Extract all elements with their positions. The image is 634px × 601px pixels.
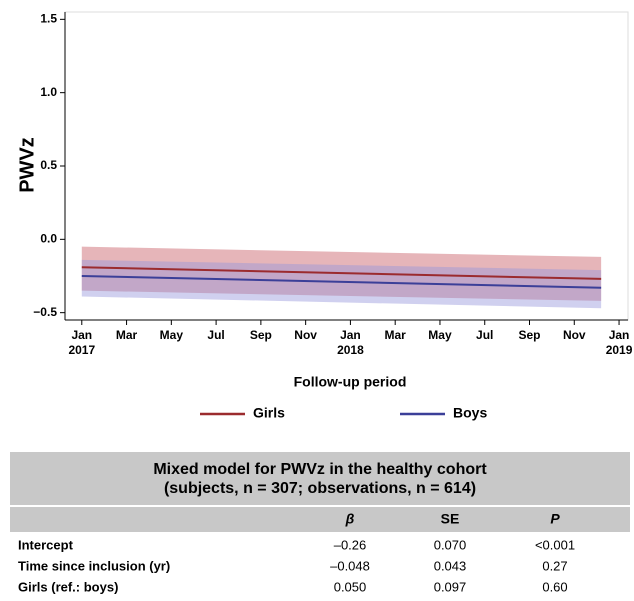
y-tick-label: 1.5 — [40, 12, 57, 26]
legend-label: Girls — [253, 405, 285, 421]
series-line — [81, 275, 602, 289]
x-tick-label: Jan 2017 — [68, 328, 95, 357]
y-tick-label: −0.5 — [33, 305, 57, 319]
y-axis-title: PWVz — [16, 137, 38, 193]
table-cell: 0.27 — [542, 558, 567, 573]
x-tick-label: Mar — [385, 328, 407, 342]
confidence-band — [81, 259, 602, 309]
x-tick-label: May — [160, 328, 184, 342]
table-row-label: Time since inclusion (yr) — [18, 558, 170, 573]
table-cell: <0.001 — [535, 537, 575, 552]
x-tick-label: Sep — [518, 328, 540, 342]
x-tick-label: Nov — [563, 328, 586, 342]
table-column-header: β — [345, 511, 355, 527]
table-cell: 0.60 — [542, 579, 567, 594]
x-tick-label: Jan 2019 — [606, 328, 633, 357]
table-cell: 0.097 — [434, 579, 467, 594]
x-tick-label: Jul — [207, 328, 224, 342]
x-tick-label: Jan 2018 — [337, 328, 364, 357]
table-row-label: Girls (ref.: boys) — [18, 579, 118, 594]
y-tick-label: 1.0 — [40, 85, 57, 99]
y-tick-label: 0.0 — [40, 232, 57, 246]
x-tick-label: Sep — [250, 328, 272, 342]
legend-label: Boys — [453, 405, 487, 421]
table-row-label: Intercept — [18, 537, 74, 552]
x-tick-label: Nov — [294, 328, 317, 342]
table-cell: 0.050 — [334, 579, 367, 594]
table-column-header: SE — [441, 511, 460, 527]
x-tick-label: Mar — [116, 328, 138, 342]
table-header-bg — [10, 452, 630, 532]
table-cell: 0.043 — [434, 558, 467, 573]
table-title: Mixed model for PWVz in the healthy coho… — [153, 461, 487, 478]
table-column-header: P — [550, 511, 560, 527]
table-cell: –0.048 — [330, 558, 370, 573]
y-tick-label: 0.5 — [40, 158, 57, 172]
table-cell: –0.26 — [334, 537, 367, 552]
x-tick-label: May — [428, 328, 452, 342]
x-axis-title: Follow-up period — [294, 374, 407, 390]
series-line — [81, 266, 602, 280]
table-title: (subjects, n = 307; observations, n = 61… — [164, 480, 476, 497]
x-tick-label: Jul — [476, 328, 493, 342]
table-cell: 0.070 — [434, 537, 467, 552]
